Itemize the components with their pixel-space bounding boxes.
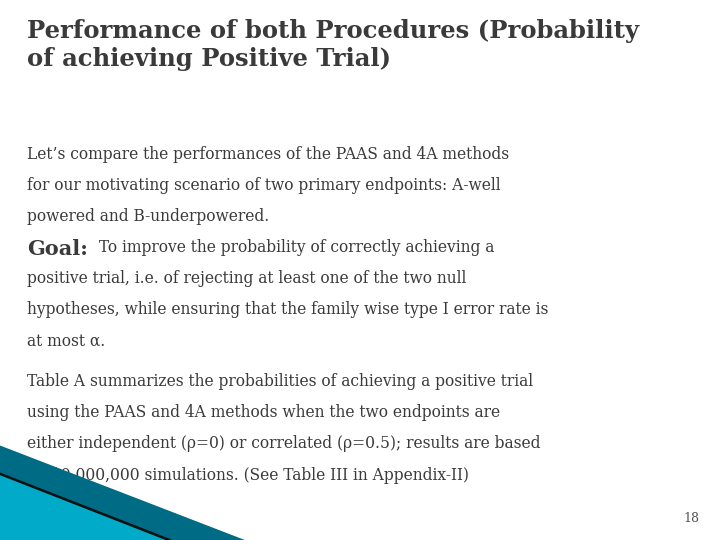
Polygon shape (0, 475, 166, 540)
Text: for our motivating scenario of two primary endpoints: A-well: for our motivating scenario of two prima… (27, 177, 501, 194)
Text: at most α.: at most α. (27, 333, 106, 349)
Text: powered and B-underpowered.: powered and B-underpowered. (27, 208, 269, 225)
Text: either independent (ρ=0) or correlated (ρ=0.5); results are based: either independent (ρ=0) or correlated (… (27, 435, 541, 452)
Text: Performance of both Procedures (Probability
of achieving Positive Trial): Performance of both Procedures (Probabil… (27, 19, 639, 71)
Text: Let’s compare the performances of the PAAS and 4A methods: Let’s compare the performances of the PA… (27, 146, 510, 163)
Polygon shape (0, 472, 187, 540)
Text: Table A summarizes the probabilities of achieving a positive trial: Table A summarizes the probabilities of … (27, 373, 534, 389)
Text: positive trial, i.e. of rejecting at least one of the two null: positive trial, i.e. of rejecting at lea… (27, 270, 467, 287)
Text: using the PAAS and 4A methods when the two endpoints are: using the PAAS and 4A methods when the t… (27, 404, 500, 421)
Text: on 10,000,000 simulations. (See Table III in Appendix-II): on 10,000,000 simulations. (See Table II… (27, 467, 469, 483)
Text: To improve the probability of correctly achieving a: To improve the probability of correctly … (94, 239, 495, 255)
Text: 18: 18 (684, 512, 700, 525)
Polygon shape (0, 446, 245, 540)
Text: hypotheses, while ensuring that the family wise type I error rate is: hypotheses, while ensuring that the fami… (27, 301, 549, 318)
Text: Goal:: Goal: (27, 239, 89, 259)
